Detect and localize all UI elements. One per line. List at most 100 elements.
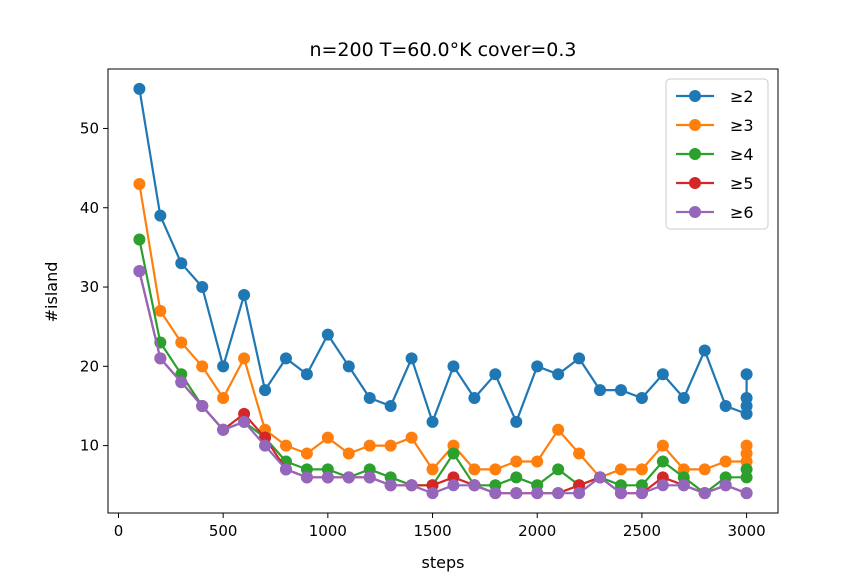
legend-box: [665, 78, 769, 230]
data-point: [510, 487, 523, 500]
data-point: [363, 392, 376, 405]
legend-item: ≥4: [676, 145, 754, 164]
legend-marker: [689, 90, 701, 102]
data-point: [363, 471, 376, 484]
data-point: [279, 439, 292, 452]
legend-item: ≥2: [676, 87, 754, 106]
legend-item: ≥5: [676, 174, 754, 193]
data-point: [573, 487, 586, 500]
data-point: [384, 439, 397, 452]
data-point: [300, 471, 313, 484]
data-point: [238, 415, 251, 428]
legend-item: ≥3: [676, 116, 754, 135]
data-point: [552, 423, 565, 436]
data-point: [259, 439, 272, 452]
x-tick-label: 0: [114, 522, 124, 540]
legend-label: ≥6: [730, 203, 754, 222]
legend-label: ≥3: [730, 116, 754, 135]
legend-item: ≥6: [676, 203, 754, 222]
legend: ≥2 ≥3 ≥4 ≥5 ≥6: [665, 78, 769, 230]
series-1: [133, 82, 753, 428]
data-point: [468, 479, 481, 492]
legend-marker: [689, 119, 701, 131]
series-2: [133, 177, 753, 484]
data-point: [279, 463, 292, 476]
legend-label: ≥5: [730, 174, 754, 193]
data-point: [238, 352, 251, 365]
data-point: [405, 431, 418, 444]
data-point: [175, 376, 188, 389]
series-5: [133, 265, 753, 500]
data-point: [594, 384, 607, 397]
data-point: [175, 257, 188, 270]
data-point: [740, 463, 753, 476]
data-point: [635, 487, 648, 500]
data-point: [217, 423, 230, 436]
data-point: [656, 479, 669, 492]
data-point: [677, 479, 690, 492]
data-point: [342, 360, 355, 373]
y-tick-label: 30: [80, 278, 99, 296]
data-point: [384, 479, 397, 492]
y-tick-label: 10: [80, 437, 99, 455]
data-point: [133, 82, 146, 95]
x-tick-label: 3000: [728, 522, 766, 540]
data-point: [656, 439, 669, 452]
data-point: [552, 368, 565, 381]
data-point: [468, 392, 481, 405]
x-tick-label: 500: [209, 522, 238, 540]
y-tick-label: 20: [80, 357, 99, 375]
x-axis-label: steps: [422, 553, 465, 572]
legend-marker: [689, 148, 701, 160]
legend-label: ≥4: [730, 145, 754, 164]
data-point: [154, 209, 167, 222]
data-point: [740, 368, 753, 381]
x-tick-label: 2000: [518, 522, 556, 540]
data-point: [447, 479, 460, 492]
data-point: [363, 439, 376, 452]
axes: 0 500 1000 1500 2000 2500 3000 10 20 30 40 50: [80, 68, 779, 540]
data-point: [342, 471, 355, 484]
legend-marker: [689, 206, 701, 218]
data-point: [656, 455, 669, 468]
data-point: [510, 415, 523, 428]
data-point: [196, 360, 209, 373]
data-point: [154, 304, 167, 317]
data-point: [594, 471, 607, 484]
x-tick-label: 1500: [413, 522, 451, 540]
data-point: [740, 447, 753, 460]
data-point: [531, 360, 544, 373]
data-point: [614, 487, 627, 500]
data-point: [719, 455, 732, 468]
data-point: [342, 447, 355, 460]
data-point: [719, 399, 732, 412]
data-point: [196, 399, 209, 412]
data-point: [531, 455, 544, 468]
data-point: [719, 479, 732, 492]
data-point: [154, 352, 167, 365]
data-point: [698, 487, 711, 500]
data-point: [196, 281, 209, 294]
data-point: [677, 392, 690, 405]
chart-title: n=200 T=60.0°K cover=0.3: [309, 39, 576, 61]
data-point: [573, 352, 586, 365]
data-point: [635, 392, 648, 405]
data-point: [489, 368, 502, 381]
data-point: [426, 415, 439, 428]
data-point: [740, 487, 753, 500]
data-point: [300, 447, 313, 460]
data-point: [217, 392, 230, 405]
data-point: [698, 463, 711, 476]
data-point: [510, 455, 523, 468]
plot-area: [133, 82, 753, 500]
legend-label: ≥2: [730, 87, 754, 106]
data-point: [405, 479, 418, 492]
data-point: [614, 384, 627, 397]
data-point: [300, 368, 313, 381]
data-point: [384, 399, 397, 412]
data-point: [740, 399, 753, 412]
data-point: [510, 471, 523, 484]
data-point: [321, 471, 334, 484]
